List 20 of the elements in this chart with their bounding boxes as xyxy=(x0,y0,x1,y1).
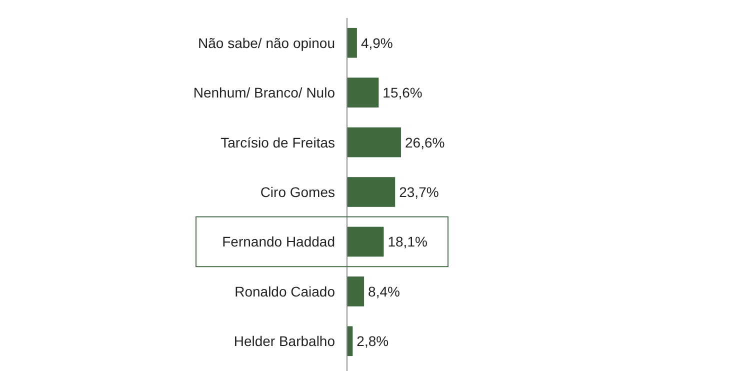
bar xyxy=(347,177,396,207)
y-tick-label: Nenhum/ Branco/ Nulo xyxy=(193,84,336,101)
bar xyxy=(347,276,364,306)
data-label: 15,6% xyxy=(382,84,422,101)
y-tick-label: Ciro Gomes xyxy=(260,184,335,200)
bar xyxy=(347,28,357,58)
bar xyxy=(347,78,379,108)
y-tick-label: Não sabe/ não opinou xyxy=(198,34,335,51)
data-label: 18,1% xyxy=(388,234,428,250)
data-label: 4,9% xyxy=(360,34,393,51)
data-label: 2,8% xyxy=(356,333,389,350)
data-label: 26,6% xyxy=(405,134,445,150)
bar xyxy=(347,127,401,158)
y-tick-label: Tarcísio de Freitas xyxy=(220,134,335,150)
y-tick-label: Helder Barbalho xyxy=(234,333,336,350)
bar xyxy=(347,226,384,257)
data-label: 23,7% xyxy=(399,184,439,200)
y-tick-label: Fernando Haddad xyxy=(222,234,335,250)
data-label: 8,4% xyxy=(368,283,400,300)
y-tick-label: Ronaldo Caiado xyxy=(234,283,336,300)
